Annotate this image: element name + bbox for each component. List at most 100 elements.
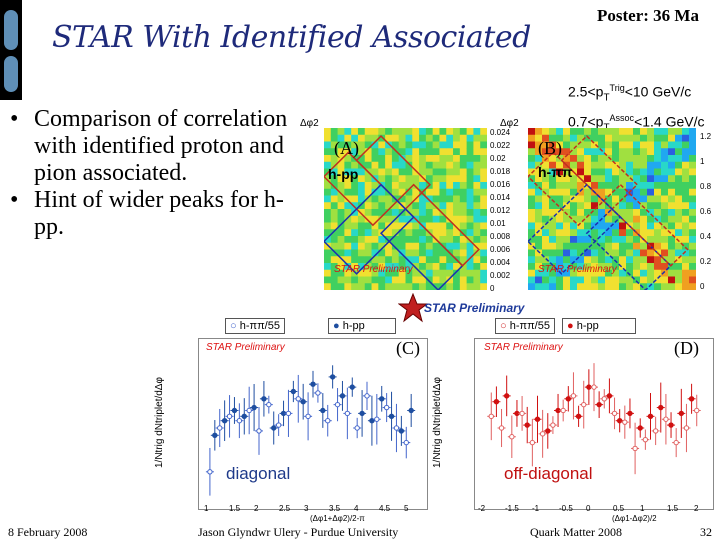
heatmap-cell bbox=[577, 263, 585, 271]
heatmap-cell bbox=[344, 209, 352, 217]
heatmap-cell bbox=[542, 236, 550, 244]
heatmap-cell bbox=[563, 263, 571, 271]
heatmap-cell bbox=[661, 209, 669, 217]
data-point bbox=[545, 428, 551, 434]
heatmap-cell bbox=[473, 269, 481, 277]
heatmap-cell bbox=[337, 195, 345, 203]
heatmap-cell bbox=[344, 188, 352, 196]
heatmap-cell bbox=[453, 215, 461, 223]
x-tick-label: -1.5 bbox=[505, 504, 519, 513]
heatmap-cell bbox=[626, 236, 634, 244]
heatmap-cell bbox=[570, 276, 578, 284]
heatmap-cell bbox=[466, 276, 474, 284]
heatmap-cell bbox=[591, 202, 599, 210]
colorscale-tick: 0 bbox=[490, 284, 495, 293]
x-tick-label: 2.5 bbox=[279, 504, 291, 513]
plot-d-word: off-diagonal bbox=[504, 464, 593, 483]
heatmap-cell bbox=[647, 263, 655, 271]
heatmap-cell bbox=[385, 202, 393, 210]
plot-c-legend-hpp: ● h-pp bbox=[328, 318, 396, 334]
data-point bbox=[221, 418, 228, 424]
heatmap-cell bbox=[661, 276, 669, 284]
heatmap-cell bbox=[391, 209, 400, 217]
heatmap-cell bbox=[689, 209, 696, 217]
heatmap-cell bbox=[591, 161, 599, 169]
data-point bbox=[652, 428, 659, 434]
heatmap-cell bbox=[556, 175, 564, 183]
heatmap-cell bbox=[528, 188, 536, 196]
heatmap-cell bbox=[598, 276, 606, 284]
heatmap-cell bbox=[371, 236, 379, 244]
heatmap-cell bbox=[661, 148, 669, 156]
kinematic-cuts: 2.5<pTTrig<10 GeV/c 0.7<pTAssoc<1.4 GeV/… bbox=[568, 78, 705, 139]
heatmap-cell bbox=[330, 188, 339, 196]
heatmap-cell bbox=[425, 283, 434, 290]
heatmap-cell bbox=[584, 168, 592, 176]
heatmap-cell bbox=[453, 175, 461, 183]
heatmap-cell bbox=[337, 168, 345, 176]
data-point bbox=[678, 410, 685, 417]
heatmap-cell bbox=[577, 242, 585, 250]
heatmap-cell bbox=[337, 276, 345, 284]
heatmap-cell bbox=[556, 134, 564, 142]
heatmap-cell bbox=[668, 276, 676, 284]
heatmap-cell bbox=[446, 161, 454, 169]
heatmap-cell bbox=[668, 148, 676, 156]
heatmap-cell bbox=[378, 209, 386, 217]
heatmap-cell bbox=[459, 269, 468, 277]
heatmap-cell bbox=[654, 175, 662, 183]
heatmap-cell bbox=[432, 215, 440, 223]
heatmap-cell bbox=[324, 148, 332, 156]
heatmap-cell bbox=[612, 242, 620, 250]
heatmap-cell bbox=[640, 148, 648, 156]
heatmap-cell bbox=[480, 229, 487, 237]
colorscale-tick: 1 bbox=[700, 157, 705, 166]
heatmap-cell bbox=[689, 202, 696, 210]
heatmap-cell bbox=[453, 229, 461, 237]
heatmap-cell bbox=[535, 222, 543, 230]
heatmap-cell bbox=[535, 128, 543, 136]
plot-c-prelim: STAR Preliminary bbox=[206, 342, 285, 353]
heatmap-cell bbox=[675, 229, 683, 237]
heatmap-cell bbox=[633, 155, 641, 163]
heatmap-cell bbox=[682, 175, 690, 183]
heatmap-cell bbox=[626, 276, 634, 284]
heatmap-cell bbox=[570, 134, 578, 142]
heatmap-cell bbox=[598, 222, 606, 230]
heatmap-cell bbox=[675, 236, 683, 244]
heatmap-cell bbox=[480, 155, 487, 163]
heatmap-cell bbox=[542, 195, 550, 203]
heatmap-cell bbox=[570, 269, 578, 277]
heatmap-cell bbox=[542, 276, 550, 284]
heatmap-cell bbox=[378, 242, 386, 250]
heatmap-cell bbox=[344, 263, 352, 271]
heatmap-cell bbox=[654, 148, 662, 156]
heatmap-cell bbox=[612, 188, 620, 196]
heatmap-cell bbox=[466, 148, 474, 156]
colorscale-tick: 0.016 bbox=[490, 180, 511, 189]
heatmap-cell bbox=[425, 128, 434, 136]
heatmap-cell bbox=[330, 256, 339, 264]
heatmap-cell bbox=[654, 134, 662, 142]
heatmap-cell bbox=[640, 155, 648, 163]
heatmap-cell bbox=[459, 209, 468, 217]
colorscale-tick: 0.4 bbox=[700, 232, 712, 241]
heatmap-cell bbox=[675, 134, 683, 142]
heatmap-cell bbox=[598, 256, 606, 264]
heatmap-cell bbox=[605, 249, 613, 257]
heatmap-cell bbox=[432, 168, 440, 176]
heatmap-cell bbox=[391, 155, 400, 163]
heatmap-cell bbox=[439, 215, 447, 223]
data-point bbox=[611, 410, 618, 417]
heatmap-cell bbox=[357, 229, 366, 237]
heatmap-cell bbox=[577, 141, 585, 149]
heatmap-cell bbox=[626, 283, 634, 290]
heatmap-cell bbox=[689, 249, 696, 257]
heatmap-cell bbox=[378, 148, 386, 156]
heatmap-cell bbox=[626, 161, 634, 169]
heatmap-cell bbox=[344, 242, 352, 250]
heatmap-cell bbox=[647, 148, 655, 156]
heatmap-cell bbox=[473, 161, 481, 169]
heatmap-cell bbox=[419, 242, 427, 250]
heatmap-cell bbox=[619, 256, 627, 264]
